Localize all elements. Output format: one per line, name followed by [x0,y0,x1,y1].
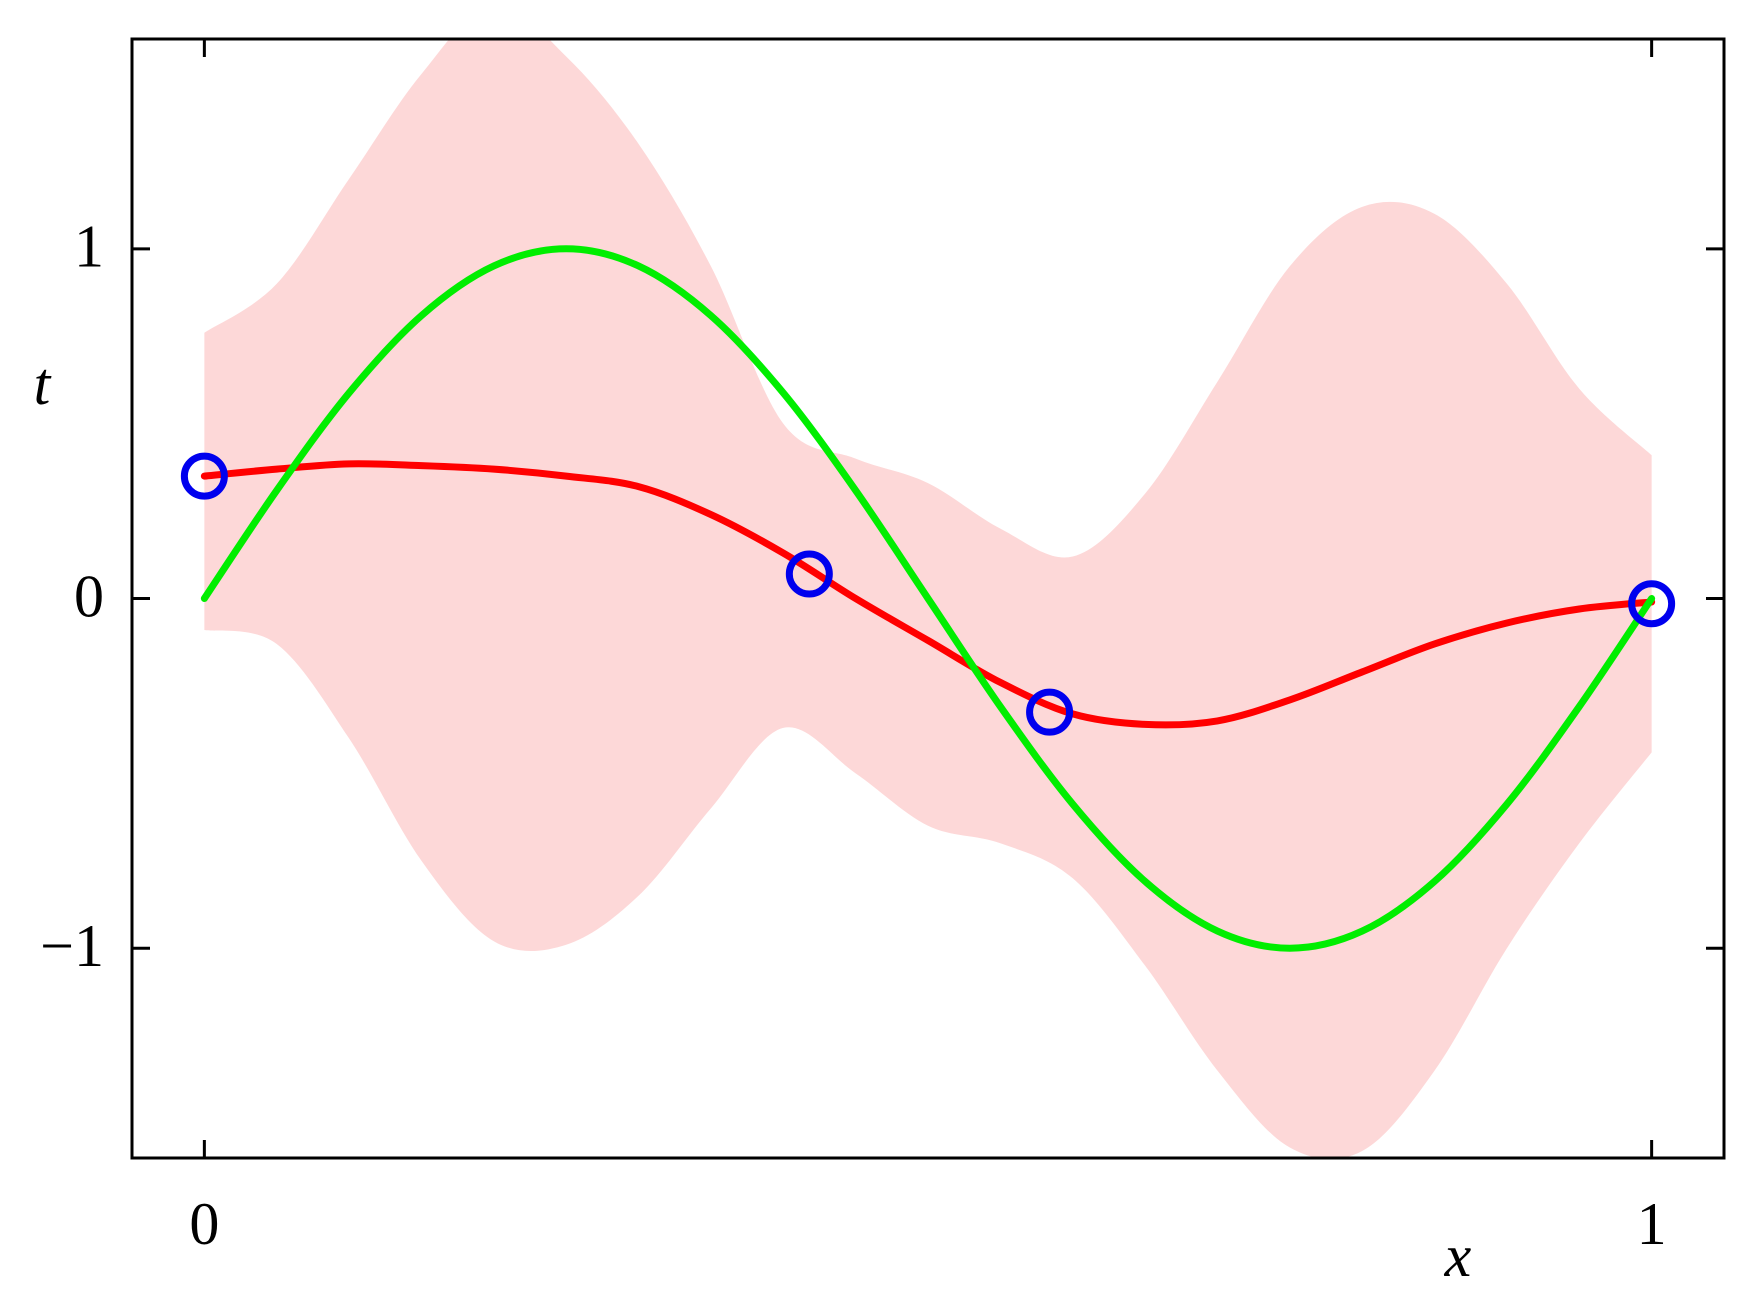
axes: 0 1 −1 0 1 [40,37,1726,1257]
x-tick-label: 0 [189,1191,219,1257]
data-point [1026,688,1074,736]
y-tick-label: 0 [74,563,104,629]
series-line [200,460,1656,729]
series-line [200,245,1656,952]
y-axis-label: t [34,351,52,417]
data-point [180,452,228,500]
y-tick-label: 1 [74,214,104,280]
x-axis-label: x [1444,1223,1472,1289]
data-point [785,550,833,598]
data-point [1628,580,1676,628]
x-tick-label: 1 [1637,1191,1667,1257]
uncertainty-band [204,39,1652,1158]
y-tick-label: −1 [40,913,104,979]
plot-area [200,39,1656,1158]
